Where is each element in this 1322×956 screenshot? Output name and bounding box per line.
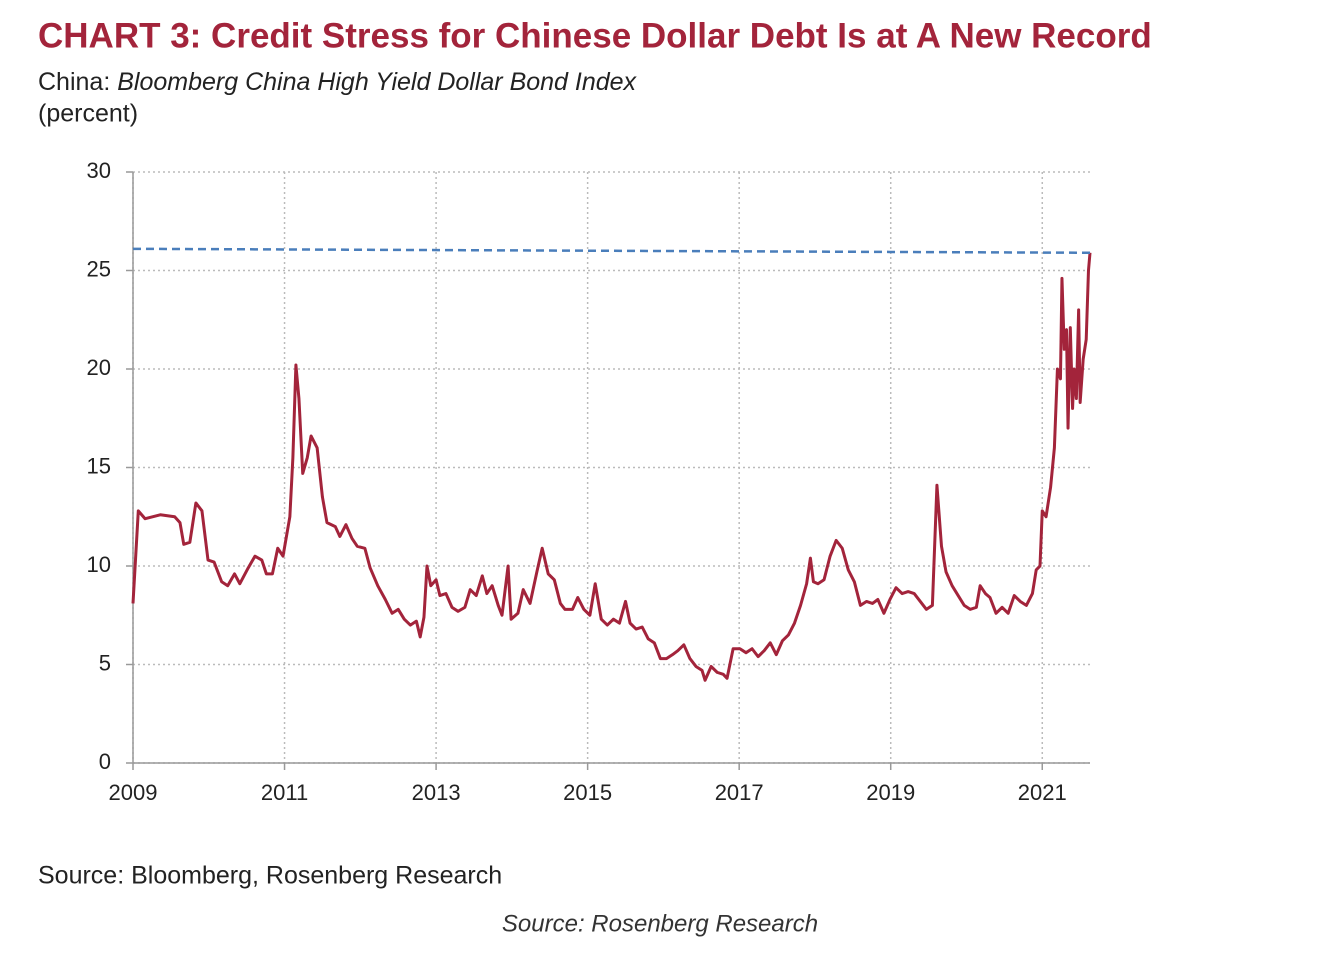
y-tick-label: 5 — [99, 650, 111, 675]
chart-subtitle: China: Bloomberg China High Yield Dollar… — [38, 68, 638, 96]
chart-title: CHART 3: Credit Stress for Chinese Dolla… — [38, 16, 1152, 55]
x-tick-label: 2017 — [715, 780, 764, 805]
x-tick-label: 2015 — [563, 780, 612, 805]
y-tick-label: 30 — [87, 158, 111, 183]
y-tick-label: 20 — [87, 355, 111, 380]
subtitle-prefix: China: — [38, 68, 117, 96]
y-tick-label: 10 — [87, 552, 111, 577]
x-tick-label: 2011 — [261, 780, 308, 805]
x-tick-label: 2009 — [109, 780, 158, 805]
y-tick-label: 0 — [99, 749, 111, 774]
subtitle-text: Bloomberg China High Yield Dollar Bond I… — [117, 68, 637, 96]
x-tick-label: 2021 — [1018, 780, 1067, 805]
x-tick-label: 2013 — [412, 780, 461, 805]
y-tick-label: 15 — [87, 453, 111, 478]
source-note: Source: Bloomberg, Rosenberg Research — [38, 862, 502, 890]
y-axis-label: (percent) — [38, 100, 138, 128]
caption: Source: Rosenberg Research — [502, 910, 818, 937]
reference-line — [132, 247, 1091, 255]
series-line — [131, 252, 1092, 682]
x-tick-label: 2019 — [866, 780, 915, 805]
y-tick-label: 25 — [87, 256, 111, 281]
